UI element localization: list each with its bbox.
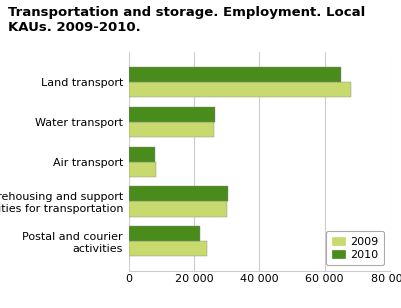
Bar [128, 241, 207, 256]
Bar [128, 226, 200, 241]
Bar [128, 201, 226, 217]
Bar [128, 67, 340, 82]
Bar [128, 107, 215, 122]
Bar [128, 122, 213, 137]
Legend: 2009, 2010: 2009, 2010 [325, 231, 383, 265]
Bar [128, 186, 228, 201]
Bar [128, 162, 156, 177]
Text: Transportation and storage. Employment. Local KAUs. 2009-2010.: Transportation and storage. Employment. … [8, 6, 365, 34]
Bar [128, 147, 154, 162]
Bar [128, 82, 350, 97]
